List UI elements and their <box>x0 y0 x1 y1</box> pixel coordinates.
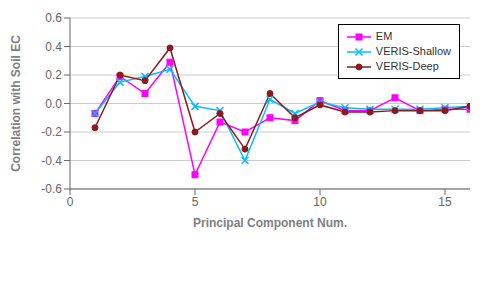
svg-text:0.0: 0.0 <box>45 97 62 111</box>
svg-text:-0.2: -0.2 <box>41 125 62 139</box>
svg-text:Principal Component Num.: Principal Component Num. <box>193 216 347 230</box>
svg-text:Correlation with Soil EC: Correlation with Soil EC <box>9 35 23 172</box>
svg-text:0: 0 <box>67 195 74 209</box>
svg-text:10: 10 <box>313 195 327 209</box>
html-text:VERIS-Deep: VERIS-Deep <box>375 60 439 72</box>
svg-text:0.6: 0.6 <box>45 11 62 25</box>
svg-text:15: 15 <box>438 195 452 209</box>
html-text:EM: EM <box>375 30 393 42</box>
html-text:VERIS-Shallow: VERIS-Shallow <box>375 45 451 57</box>
svg-text:0.4: 0.4 <box>45 40 62 54</box>
svg-text:5: 5 <box>192 195 199 209</box>
svg-text:0.2: 0.2 <box>45 68 62 82</box>
svg-text:-0.4: -0.4 <box>41 154 62 168</box>
svg-text:-0.6: -0.6 <box>41 182 62 196</box>
